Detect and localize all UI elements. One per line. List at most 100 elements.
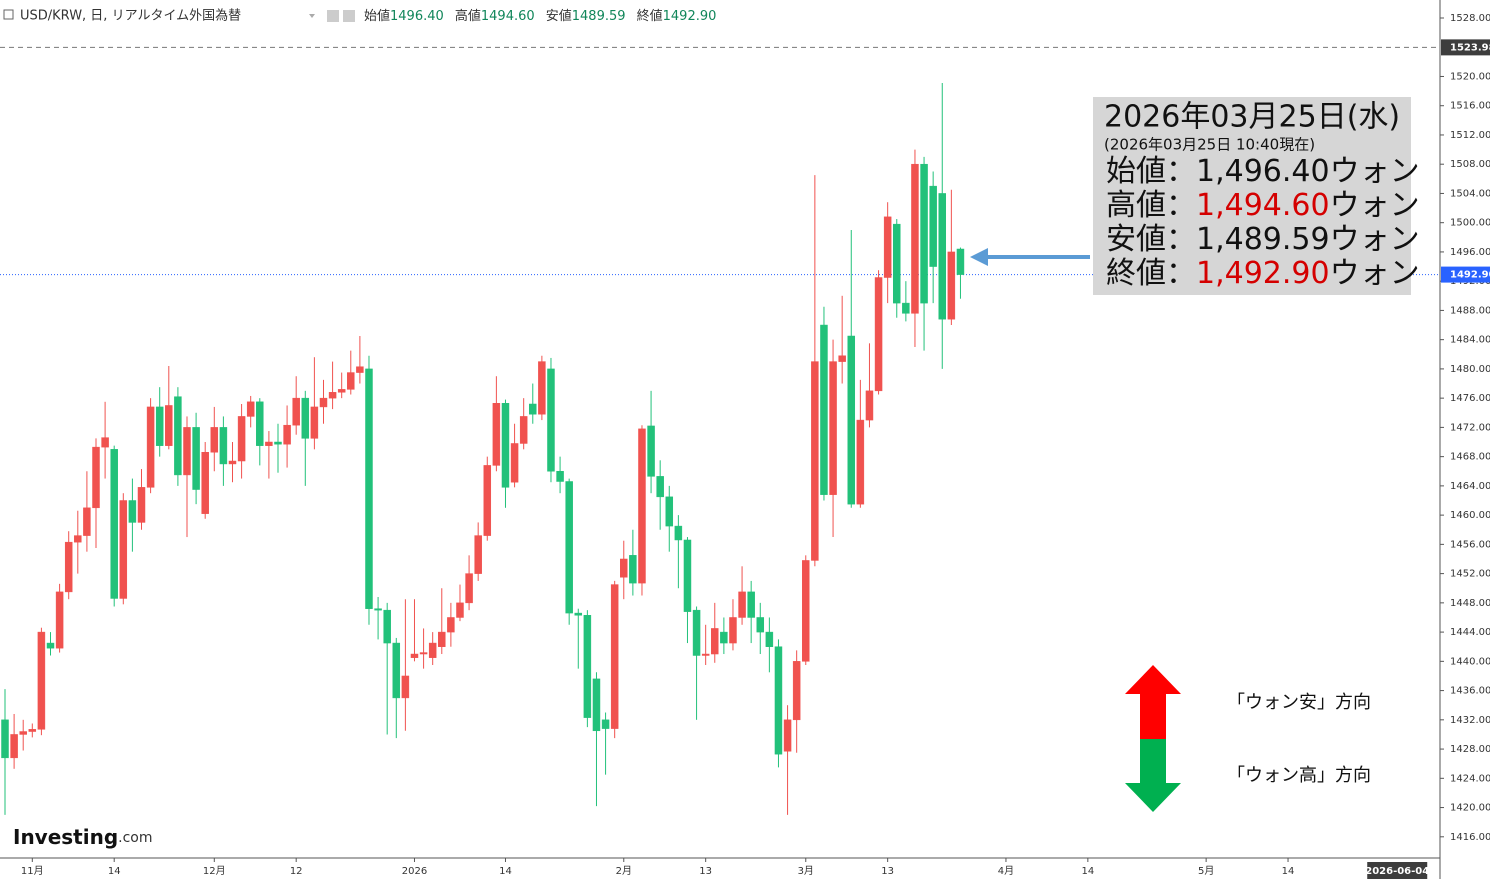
candle-body: [119, 500, 128, 599]
candle-body: [55, 591, 64, 649]
candle-body: [883, 216, 892, 278]
candle-body: [19, 731, 27, 735]
candle-body: [492, 403, 501, 466]
candle-body: [356, 366, 364, 373]
row-value: 1,489.59: [1196, 222, 1330, 257]
candle-body: [474, 535, 482, 574]
candle-body: [811, 361, 819, 561]
candle-body: [620, 558, 628, 578]
high-line-box: [1441, 39, 1490, 56]
icon[interactable]: [343, 10, 355, 22]
candle-body: [219, 427, 228, 465]
candle-body: [674, 525, 683, 541]
y-tick-label: 1512.00: [1450, 130, 1490, 141]
candle-body: [683, 539, 692, 612]
candle-body: [292, 397, 300, 426]
last-price-box: [1441, 266, 1490, 283]
info-row: 終値：1,492.90ウォン: [1106, 256, 1420, 291]
x-tick-label: 3月: [798, 865, 814, 877]
y-tick-label: 1460.00: [1450, 510, 1490, 521]
candle-body: [947, 251, 956, 320]
y-tick-label: 1504.00: [1450, 188, 1490, 199]
candle-body: [392, 642, 401, 699]
high-line-label: 1523.98: [1450, 42, 1490, 53]
candle-body: [729, 617, 737, 644]
candle-body: [802, 560, 810, 662]
candle-body: [265, 441, 273, 446]
info-row: 高値：1,494.60ウォン: [1106, 188, 1420, 223]
candle-body: [301, 397, 310, 439]
y-tick-label: 1472.00: [1450, 422, 1490, 433]
candle-body: [146, 406, 155, 488]
candle-body: [328, 392, 337, 399]
row-unit: ウォン: [1330, 222, 1420, 257]
candle-body: [246, 401, 255, 417]
y-tick-label: 1424.00: [1450, 773, 1490, 784]
candle-body: [738, 591, 746, 618]
row-label: 高値：: [1106, 188, 1196, 223]
candle-body: [610, 584, 619, 729]
candle-body: [629, 555, 637, 584]
candle-body: [283, 424, 291, 445]
candle-body: [438, 631, 446, 647]
y-tick-label: 1476.00: [1450, 393, 1490, 404]
candle-body: [374, 608, 382, 611]
x-tick-label: 14: [1282, 866, 1295, 877]
y-tick-label: 1520.00: [1450, 71, 1490, 82]
candle-body: [756, 617, 765, 633]
x-tick-label: 14: [108, 866, 121, 877]
candle-body: [456, 602, 464, 618]
candle-body: [765, 631, 774, 647]
y-tick-label: 1464.00: [1450, 481, 1490, 492]
candle-body: [447, 617, 455, 633]
candle-body: [556, 471, 564, 482]
row-label: 終値：: [1106, 256, 1196, 291]
candle-body: [101, 437, 109, 448]
info-date: 2026年03月25日(水): [1104, 100, 1400, 135]
candle-body: [565, 481, 573, 614]
collapse-icon[interactable]: [3, 9, 14, 20]
row-unit: ウォン: [1330, 256, 1420, 291]
y-tick-label: 1508.00: [1450, 159, 1490, 170]
y-tick-label: 1496.00: [1450, 247, 1490, 258]
direction-up: 「ウォン安」方向: [1227, 692, 1371, 713]
info-as-of: (2026年03月25日 10:40現在): [1104, 136, 1315, 154]
candle-body: [419, 652, 428, 655]
candle-body: [383, 609, 391, 644]
icon[interactable]: [327, 10, 339, 22]
x-tick-label: 2月: [616, 865, 632, 877]
candle-body: [92, 446, 100, 509]
candle-body: [465, 573, 473, 604]
candle-body: [110, 449, 118, 599]
row-unit: ウォン: [1330, 154, 1420, 189]
logo: Investing.com: [13, 825, 153, 849]
ohlc-header: 始値1496.40 高値1494.60 安値1489.59 終値1492.90: [364, 6, 716, 25]
candle-body: [155, 406, 164, 446]
candle-body: [920, 163, 928, 304]
candle-body: [274, 441, 282, 445]
candle-body: [428, 642, 437, 658]
logo-suffix: .com: [118, 830, 152, 846]
candle-body: [165, 405, 173, 446]
x-tick-label: 13: [699, 866, 712, 877]
candle-body: [401, 675, 410, 699]
candle-body: [74, 535, 82, 543]
candle-body: [529, 403, 537, 415]
label: 安値: [546, 8, 572, 24]
candle-body: [83, 507, 91, 536]
label: 終値: [637, 8, 663, 24]
dropdown[interactable]: [309, 14, 315, 18]
candle-body: [956, 248, 965, 275]
candle-body: [28, 729, 37, 732]
info-rows: 始値：1,496.40ウォン高値：1,494.60ウォン安値：1,489.59ウ…: [1106, 154, 1420, 291]
symbol-title: USD/KRW, 日, リアルタイム外国為替: [20, 8, 241, 24]
info-row: 安値：1,489.59ウォン: [1106, 222, 1420, 257]
cursor-date-box: [1367, 862, 1428, 879]
candle-body: [256, 401, 264, 446]
candle-body: [774, 646, 783, 755]
value: 1494.60: [481, 9, 535, 24]
y-tick-label: 1516.00: [1450, 101, 1490, 112]
y-tick-label: 1500.00: [1450, 218, 1490, 229]
candle-body: [847, 335, 856, 505]
